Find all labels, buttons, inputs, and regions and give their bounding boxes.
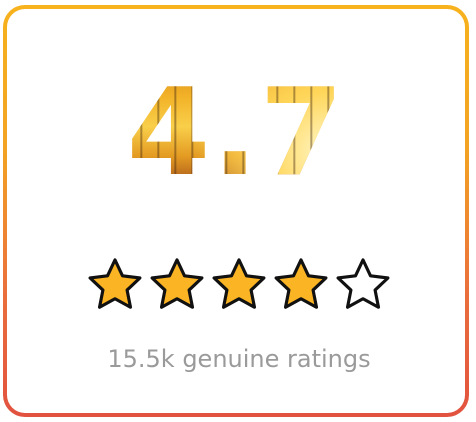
star-filled-icon [88,258,142,309]
rating-value: 4.7 [7,59,465,209]
star-filled-icon [212,258,266,309]
star-filled-icon [274,258,328,309]
rating-card: 4.7 15.5k genuine ratings [3,5,469,417]
ratings-count: 15.5k genuine ratings [107,345,371,373]
star-rating [7,256,465,314]
star-empty-icon [336,258,390,309]
star-filled-icon [150,258,204,309]
rating-card-body: 4.7 15.5k genuine ratings [7,9,465,413]
